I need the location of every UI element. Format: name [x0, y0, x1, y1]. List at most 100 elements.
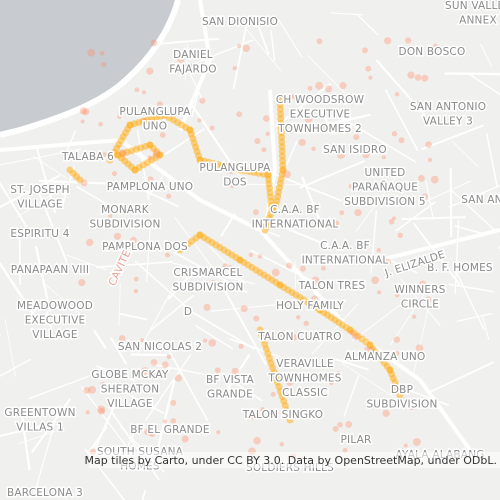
place-label: TALABA 6	[61, 151, 114, 163]
heat-spot	[383, 37, 392, 45]
heat-spot	[407, 71, 415, 79]
heat-spot	[397, 232, 403, 239]
place-label: VILLAS 1	[16, 422, 64, 434]
place-label: PANAPAAN VIII	[11, 264, 89, 276]
road	[93, 329, 107, 350]
heat-spot	[102, 152, 107, 157]
heat-spot	[262, 115, 270, 122]
road	[485, 133, 498, 188]
road	[427, 361, 494, 394]
road	[32, 155, 68, 180]
road	[36, 406, 57, 418]
heat-spot	[133, 276, 139, 282]
heat-spot	[144, 428, 152, 436]
heat-spot	[286, 416, 294, 424]
heat-spot	[304, 115, 313, 124]
heat-spot	[348, 184, 353, 189]
heat-spot	[113, 232, 122, 240]
place-label: C.A.A. BF	[270, 204, 320, 216]
place-label: BARCELONA 3	[7, 487, 83, 499]
heat-spot	[311, 146, 316, 151]
place-label: EXECUTIVE	[290, 109, 351, 121]
road	[468, 73, 500, 96]
heat-spot	[200, 163, 207, 170]
road	[20, 411, 31, 471]
heat-spot	[385, 258, 392, 265]
heat-spot	[199, 97, 206, 104]
heat-spot	[130, 236, 137, 244]
heat-spot	[425, 296, 432, 303]
heat-spot	[403, 443, 408, 448]
heat-spot	[111, 170, 118, 177]
road	[412, 222, 461, 286]
heat-spot	[147, 428, 155, 436]
road	[160, 128, 205, 158]
heat-spot	[339, 82, 347, 90]
heat-spot	[394, 292, 400, 298]
heat-spot	[283, 170, 291, 179]
heat-spot	[253, 436, 261, 445]
heat-spot	[76, 176, 84, 184]
heat-spot	[149, 430, 156, 437]
heat-spot	[253, 315, 260, 322]
heat-spot	[345, 420, 353, 428]
road	[220, 372, 263, 402]
place-label: PAMPLONA DOS	[102, 241, 188, 253]
heat-spot	[150, 39, 158, 47]
heat-spot	[296, 315, 301, 320]
road	[195, 324, 234, 350]
heat-spot	[311, 276, 320, 285]
heat-spot	[85, 410, 90, 415]
road	[141, 188, 180, 208]
place-label: SAN AN	[461, 194, 500, 206]
heat-spot	[316, 123, 325, 132]
heat-spot	[156, 101, 163, 108]
heat-spot	[421, 193, 429, 201]
heat-spot	[334, 220, 340, 226]
heat-spot	[368, 75, 373, 80]
heat-spot	[342, 447, 348, 453]
heat-spot	[414, 74, 422, 81]
heat-spot	[291, 334, 298, 341]
heat-spot	[177, 55, 185, 64]
road	[156, 379, 176, 451]
heat-spot	[79, 107, 88, 115]
heat-spot	[257, 254, 263, 259]
place-label: WINNERS	[394, 284, 445, 296]
road	[424, 180, 471, 203]
heat-spot	[349, 329, 355, 336]
heat-spot	[231, 367, 239, 376]
road	[375, 59, 426, 117]
heat-spot	[337, 421, 343, 428]
heat-spot	[216, 430, 221, 435]
road	[454, 220, 460, 294]
heat-spot	[300, 97, 306, 102]
place-label: GLOBE MCKAY	[91, 369, 169, 381]
heat-spot	[196, 231, 204, 239]
heat-spot	[419, 280, 427, 288]
heat-spot	[98, 122, 103, 127]
road	[174, 217, 221, 279]
road	[299, 159, 366, 189]
heat-spot	[391, 131, 398, 137]
heat-spot	[108, 213, 113, 218]
place-label: VALLEY 3	[423, 116, 473, 128]
heat-spot	[88, 385, 97, 394]
heat-spot	[174, 374, 182, 382]
heat-spot	[364, 346, 369, 352]
heat-spot	[298, 138, 306, 147]
heat-spot	[285, 378, 294, 386]
major-road	[263, 89, 278, 231]
place-label: DBP	[391, 384, 413, 396]
road	[95, 365, 135, 382]
heat-spot	[271, 268, 280, 277]
place-label: EXECUTIVE	[25, 315, 86, 327]
road	[256, 23, 270, 55]
place-label: FAJARDO	[169, 64, 216, 76]
heat-spot	[254, 137, 261, 145]
heat-spot	[261, 226, 269, 234]
heat-spot	[412, 314, 417, 319]
road	[277, 18, 303, 58]
heat-spot	[87, 48, 96, 57]
road	[209, 246, 246, 284]
